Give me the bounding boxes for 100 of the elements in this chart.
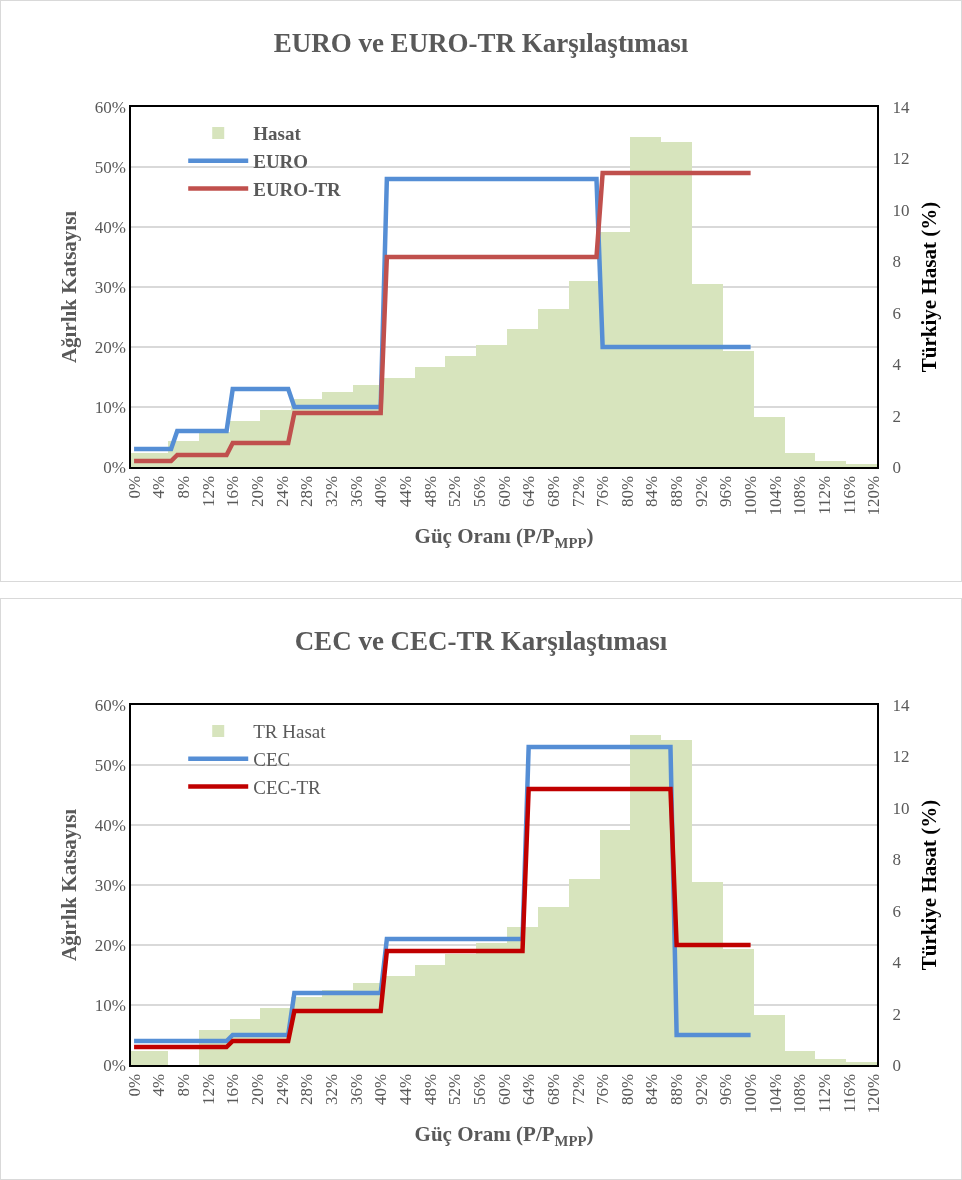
y-tick-label: 50% bbox=[94, 157, 126, 177]
x-tick-label: 92% bbox=[691, 1073, 711, 1105]
x-tick-label: 56% bbox=[469, 475, 489, 507]
x-tick-label: 104% bbox=[765, 475, 785, 516]
x-tick-label: 16% bbox=[223, 1073, 243, 1105]
y-tick-label: 0% bbox=[103, 457, 126, 477]
y2-tick-label: 0 bbox=[892, 457, 901, 477]
x-tick-label: 0% bbox=[124, 1073, 144, 1097]
y2-tick-label: 12 bbox=[892, 149, 910, 169]
x-tick-label: 4% bbox=[149, 1073, 169, 1097]
y-axis-title: Ağırlık Katsayısı bbox=[56, 210, 81, 364]
y-tick-label: 30% bbox=[94, 875, 126, 895]
x-tick-label: 40% bbox=[371, 475, 391, 507]
x-tick-label: 68% bbox=[543, 475, 563, 507]
x-tick-label: 36% bbox=[346, 1073, 366, 1105]
x-tick-label: 80% bbox=[617, 1073, 637, 1105]
legend-label: EURO-TR bbox=[253, 178, 342, 200]
x-tick-label: 8% bbox=[173, 1073, 193, 1097]
x-tick-label: 88% bbox=[667, 475, 687, 507]
x-tick-label: 84% bbox=[642, 475, 662, 507]
chart-title: CEC ve CEC-TR Karşılaştıması bbox=[294, 626, 668, 657]
x-tick-label: 76% bbox=[593, 1073, 613, 1105]
y-tick-label: 10% bbox=[94, 397, 126, 417]
x-tick-label: 8% bbox=[173, 475, 193, 499]
x-tick-label: 0% bbox=[124, 475, 144, 499]
x-tick-label: 72% bbox=[568, 475, 588, 507]
y2-tick-label: 4 bbox=[892, 355, 902, 375]
y-axis-title: Ağırlık Katsayısı bbox=[56, 808, 81, 962]
y2-tick-label: 12 bbox=[892, 747, 910, 767]
y2-tick-label: 6 bbox=[892, 303, 901, 323]
y2-tick-label: 2 bbox=[892, 1004, 901, 1024]
y-tick-label: 20% bbox=[94, 935, 126, 955]
x-tick-label: 108% bbox=[790, 1073, 810, 1114]
x-tick-label: 92% bbox=[691, 475, 711, 507]
x-tick-label: 120% bbox=[864, 475, 884, 516]
y2-tick-label: 2 bbox=[892, 406, 901, 426]
legend-label: TR Hasat bbox=[253, 721, 327, 743]
x-tick-label: 48% bbox=[420, 475, 440, 507]
x-tick-label: 96% bbox=[716, 1073, 736, 1105]
x-tick-label: 4% bbox=[149, 475, 169, 499]
x-tick-label: 100% bbox=[741, 475, 761, 516]
y2-axis-title: Türkiye Hasat (%) bbox=[916, 201, 941, 373]
x-tick-label: 68% bbox=[543, 1073, 563, 1105]
x-tick-label: 60% bbox=[494, 475, 514, 507]
y-tick-label: 50% bbox=[94, 755, 126, 775]
x-tick-label: 72% bbox=[568, 1073, 588, 1105]
x-tick-label: 112% bbox=[815, 475, 835, 515]
x-tick-label: 20% bbox=[247, 475, 267, 507]
legend-label: CEC bbox=[253, 749, 291, 771]
x-tick-label: 56% bbox=[469, 1073, 489, 1105]
x-tick-label: 28% bbox=[297, 1073, 317, 1105]
y-tick-label: 40% bbox=[94, 217, 126, 237]
x-tick-label: 108% bbox=[790, 475, 810, 516]
legend-label: Hasat bbox=[253, 123, 302, 145]
x-tick-label: 52% bbox=[445, 475, 465, 507]
x-tick-label: 16% bbox=[223, 475, 243, 507]
x-tick-label: 24% bbox=[272, 1073, 292, 1105]
x-tick-label: 116% bbox=[839, 475, 859, 515]
x-tick-label: 88% bbox=[667, 1073, 687, 1105]
x-tick-label: 100% bbox=[741, 1073, 761, 1114]
chart-title: EURO ve EURO-TR Karşılaştıması bbox=[273, 28, 689, 59]
x-tick-label: 12% bbox=[198, 1073, 218, 1105]
y2-tick-label: 10 bbox=[892, 798, 910, 818]
x-axis-title: Güç Oranı (P/P$_{MPP}$) bbox=[414, 524, 594, 551]
x-axis-title: Güç Oranı (P/P$_{MPP}$) bbox=[414, 1122, 594, 1149]
x-tick-label: 32% bbox=[321, 1073, 341, 1105]
x-tick-label: 84% bbox=[642, 1073, 662, 1105]
x-tick-label: 12% bbox=[198, 475, 218, 507]
y2-tick-label: 10 bbox=[892, 200, 910, 220]
y2-tick-label: 4 bbox=[892, 953, 902, 973]
x-tick-label: 64% bbox=[519, 1073, 539, 1105]
y2-axis-title: Türkiye Hasat (%) bbox=[916, 799, 941, 971]
x-tick-label: 60% bbox=[494, 1073, 514, 1105]
x-tick-label: 44% bbox=[395, 1073, 415, 1105]
y2-tick-label: 14 bbox=[892, 97, 910, 117]
x-tick-label: 96% bbox=[716, 475, 736, 507]
y-tick-label: 40% bbox=[94, 815, 126, 835]
y2-tick-label: 6 bbox=[892, 901, 901, 921]
x-tick-label: 52% bbox=[445, 1073, 465, 1105]
y-tick-label: 20% bbox=[94, 337, 126, 357]
y2-tick-label: 14 bbox=[892, 695, 910, 715]
legend-label: EURO bbox=[253, 151, 309, 173]
y2-tick-label: 0 bbox=[892, 1055, 901, 1075]
x-tick-label: 116% bbox=[839, 1073, 859, 1113]
y-tick-label: 30% bbox=[94, 277, 126, 297]
x-tick-label: 20% bbox=[247, 1073, 267, 1105]
x-tick-label: 104% bbox=[765, 1073, 785, 1114]
y-tick-label: 60% bbox=[94, 695, 126, 715]
y-tick-label: 0% bbox=[103, 1055, 126, 1075]
x-tick-label: 76% bbox=[593, 475, 613, 507]
x-tick-label: 36% bbox=[346, 475, 366, 507]
x-tick-label: 44% bbox=[395, 475, 415, 507]
x-tick-label: 32% bbox=[321, 475, 341, 507]
y2-tick-label: 8 bbox=[892, 252, 901, 272]
x-tick-label: 24% bbox=[272, 475, 292, 507]
legend-label: CEC-TR bbox=[253, 776, 322, 798]
x-tick-label: 112% bbox=[815, 1073, 835, 1113]
y2-tick-label: 8 bbox=[892, 850, 901, 870]
x-tick-label: 40% bbox=[371, 1073, 391, 1105]
y-tick-label: 10% bbox=[94, 995, 126, 1015]
